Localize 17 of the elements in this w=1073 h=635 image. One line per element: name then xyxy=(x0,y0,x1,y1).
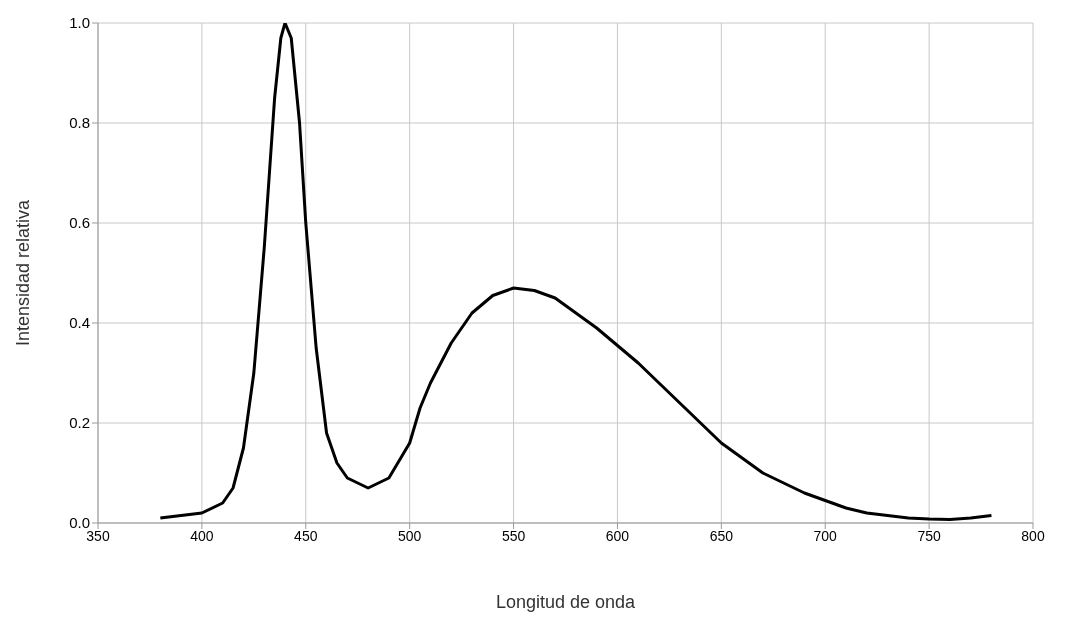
x-tick-label: 600 xyxy=(605,527,630,544)
x-tick-label: 400 xyxy=(190,527,214,544)
y-tick-label: 1.0 xyxy=(69,14,90,32)
x-tick-label: 800 xyxy=(1021,527,1045,544)
y-tick-label: 0.6 xyxy=(69,214,90,232)
x-tick-label: 500 xyxy=(397,527,422,544)
y-tick-label: 0.8 xyxy=(69,114,90,132)
x-tick-label: 450 xyxy=(294,527,318,544)
x-tick-label: 750 xyxy=(917,527,941,544)
line-series xyxy=(158,23,993,521)
x-tick-label: 650 xyxy=(709,527,734,544)
x-tick-label: 550 xyxy=(501,527,526,544)
y-tick-label: 0.4 xyxy=(69,314,90,332)
x-tick-label: 700 xyxy=(813,527,838,544)
y-tick-label: 0.2 xyxy=(69,414,90,432)
x-axis-title: Longitud de onda xyxy=(495,592,637,612)
y-axis-title: Intensidad relativa xyxy=(13,198,34,347)
